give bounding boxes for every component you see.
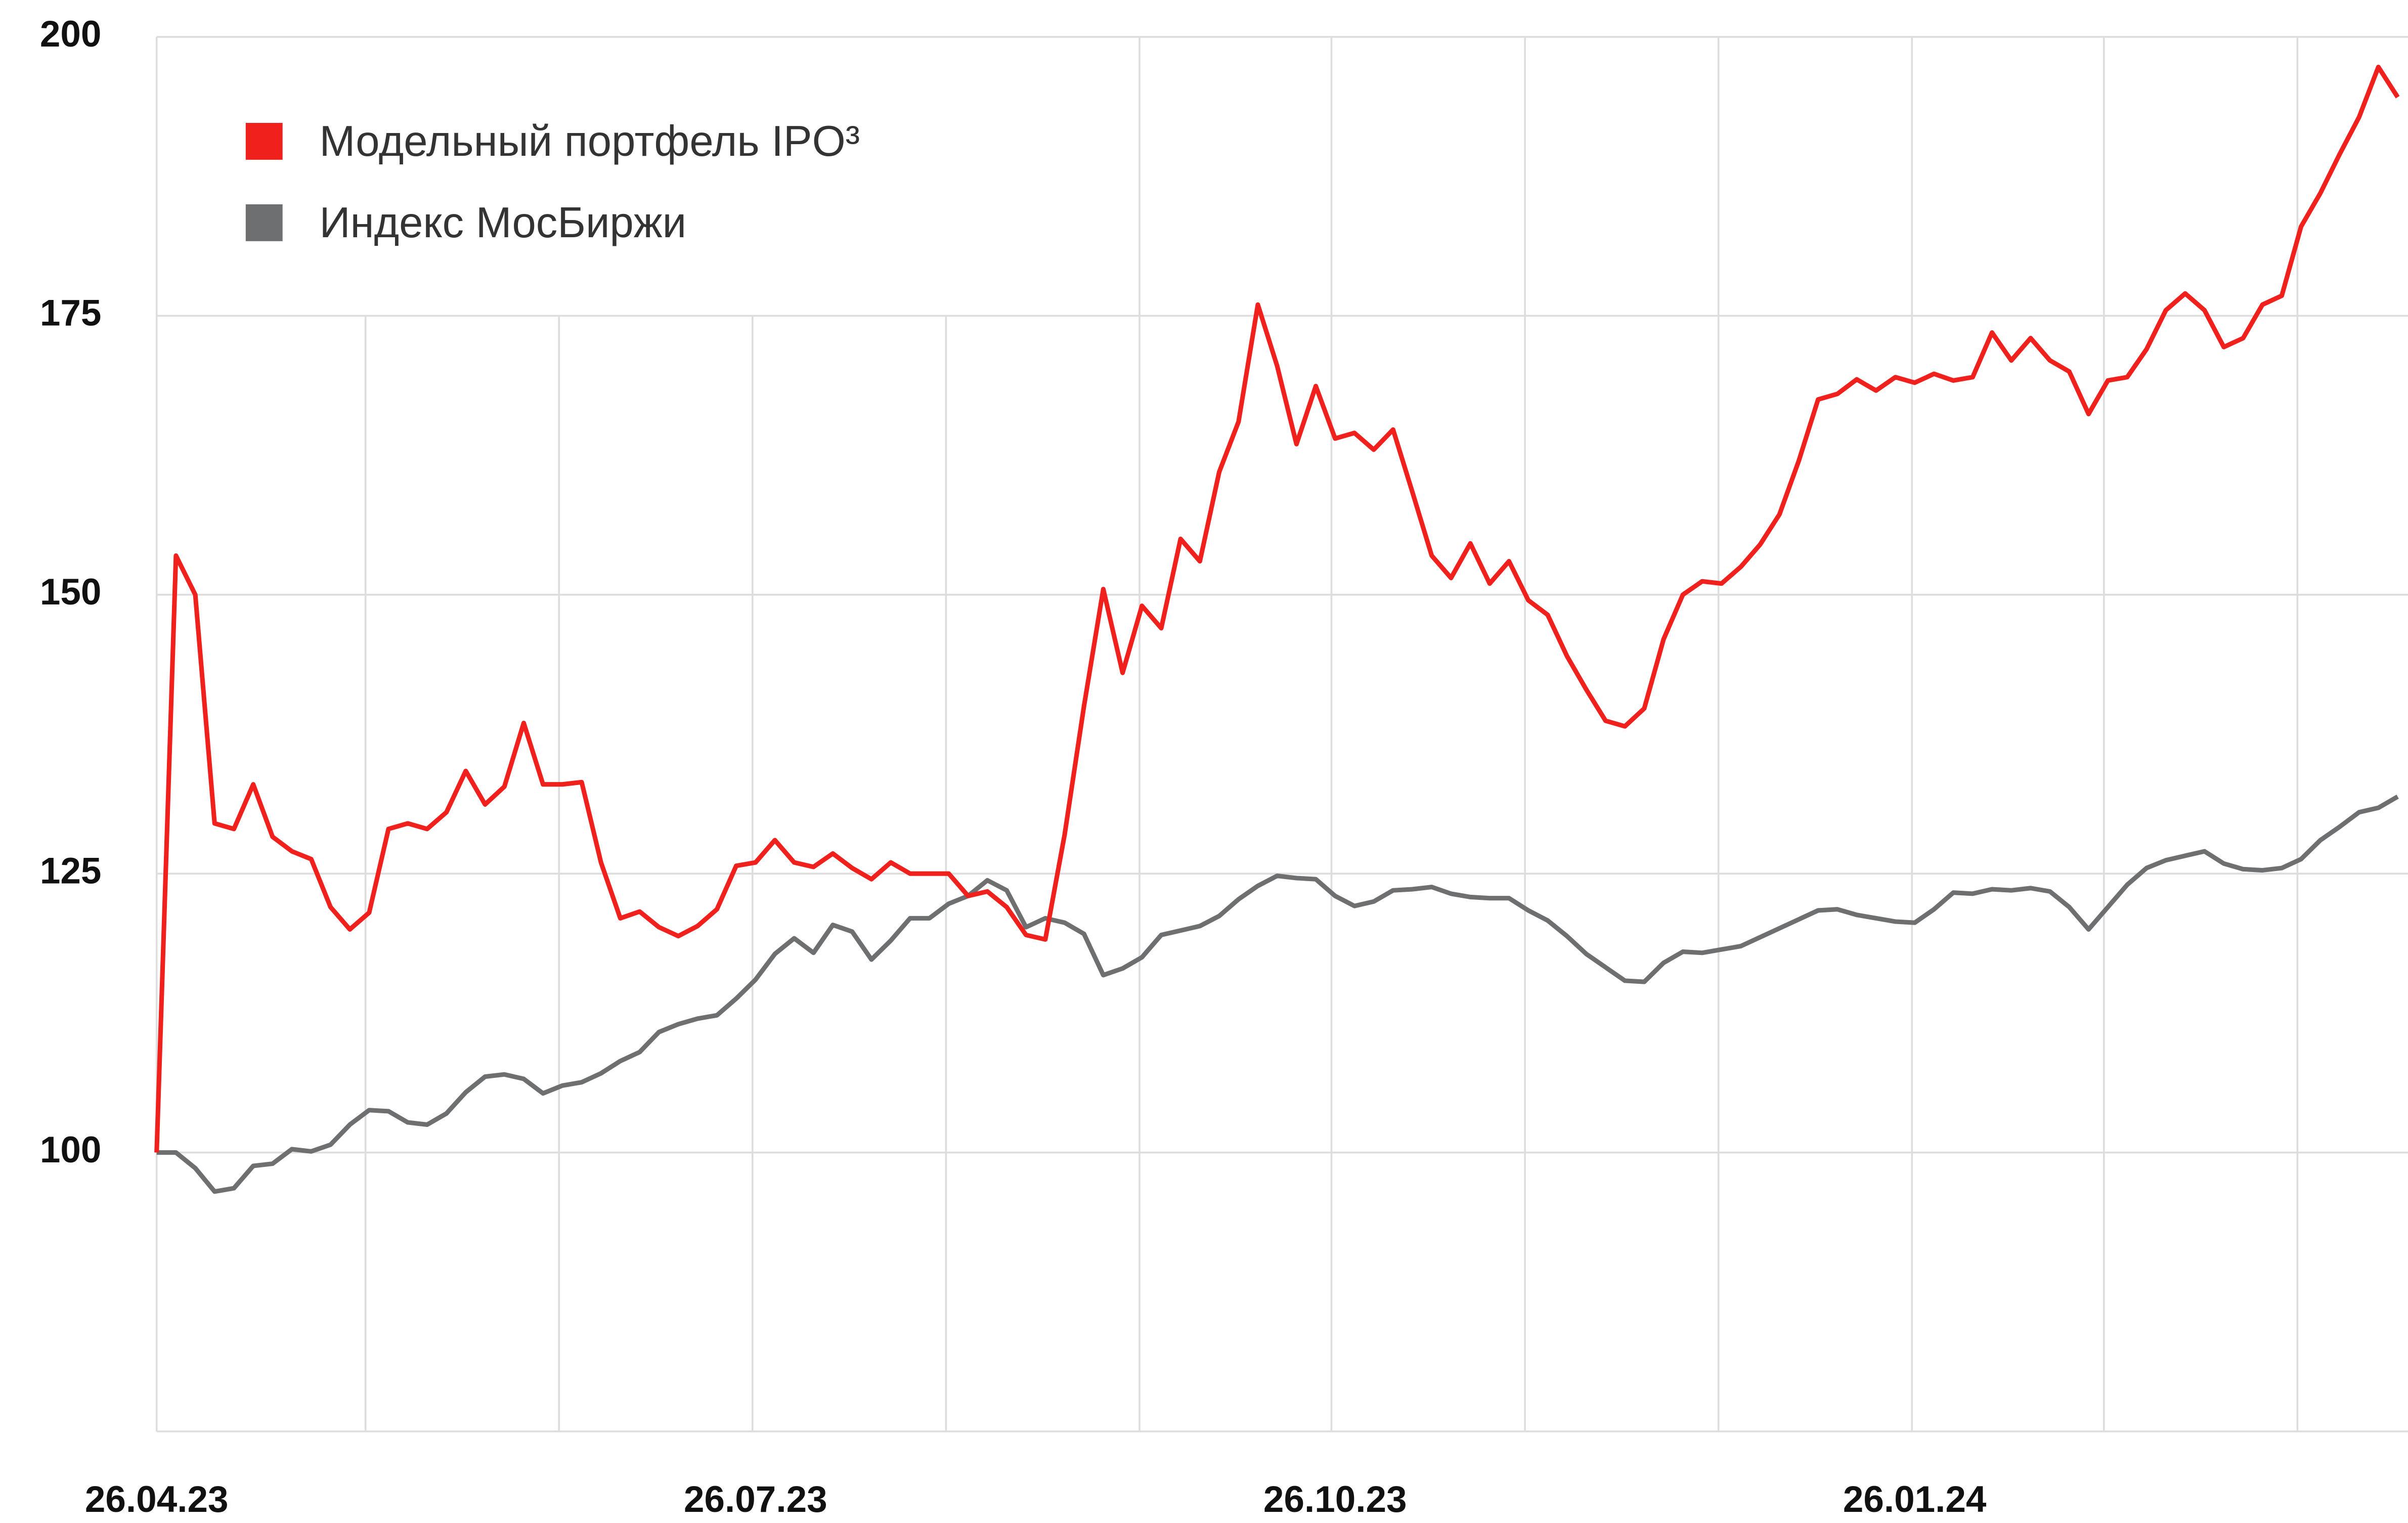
y-tick-label: 175 xyxy=(40,293,102,334)
legend-swatch xyxy=(245,122,283,160)
y-tick-label: 125 xyxy=(40,850,102,891)
y-tick-label: 100 xyxy=(40,1129,102,1170)
legend-swatch xyxy=(245,204,283,241)
series-line xyxy=(156,795,2399,1194)
series-line xyxy=(154,64,2400,1153)
x-tick-label: 26.04.23 xyxy=(85,1479,229,1520)
x-tick-label: 26.10.23 xyxy=(1263,1479,1407,1520)
x-tick-label: 26.01.24 xyxy=(1843,1479,1987,1520)
legend-label: Индекс МосБиржи xyxy=(320,199,687,247)
x-tick-label: 26.07.23 xyxy=(684,1479,827,1520)
y-tick-label: 150 xyxy=(40,572,102,613)
y-tick-label: 200 xyxy=(40,14,102,55)
legend-label: Модельный портфель IPO³ xyxy=(320,117,860,165)
